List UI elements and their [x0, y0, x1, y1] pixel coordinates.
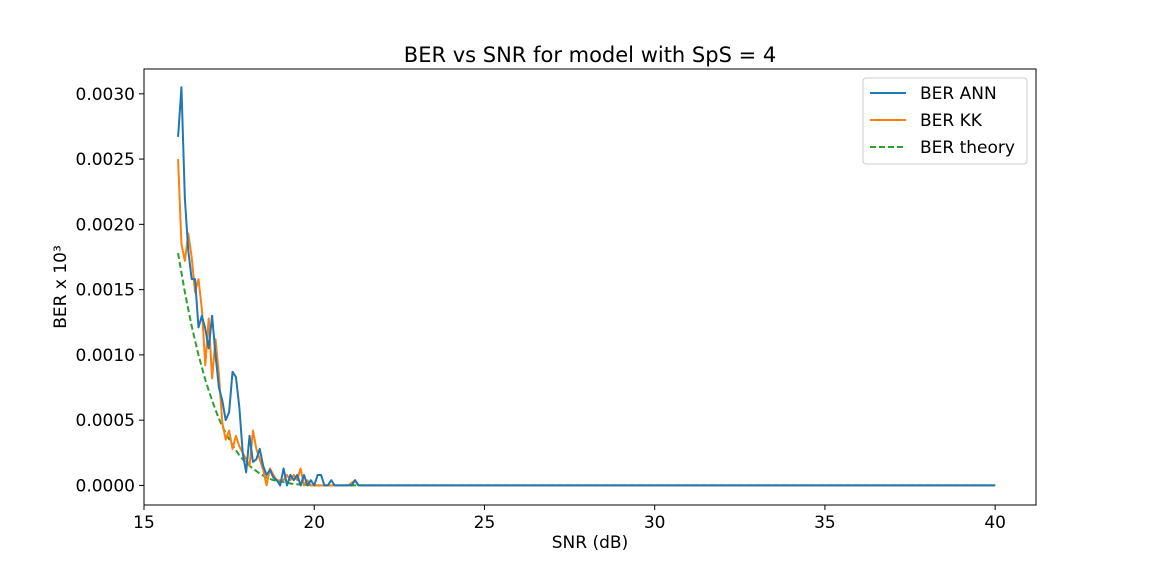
- y-tick-label: 0.0020: [76, 215, 135, 235]
- legend-label-kk: BER KK: [920, 111, 983, 131]
- y-tick-label: 0.0005: [76, 411, 135, 431]
- y-tick-label: 0.0015: [76, 281, 135, 301]
- y-tick-label: 0.0010: [76, 346, 135, 366]
- series-line-ber-ann: [177, 86, 996, 487]
- legend-label-ann: BER ANN: [920, 84, 997, 104]
- y-axis-ticks: 0.0000 0.0005 0.0010 0.0015 0.0020 0.0025 0.00…: [76, 85, 144, 496]
- x-tick-label: 35: [814, 513, 836, 533]
- y-axis-label: BER x 10³: [51, 245, 71, 329]
- series-layer: [177, 86, 996, 487]
- x-tick-label: 25: [474, 513, 496, 533]
- y-tick-label: 0.0000: [76, 476, 135, 496]
- y-tick-label: 0.0030: [76, 85, 135, 105]
- chart-title: BER vs SNR for model with SpS = 4: [404, 43, 776, 67]
- x-axis-label: SNR (dB): [552, 533, 628, 553]
- y-tick-label: 0.0025: [76, 150, 135, 170]
- x-tick-label: 30: [644, 513, 666, 533]
- x-tick-label: 40: [984, 513, 1006, 533]
- legend-box: [862, 77, 1028, 165]
- x-tick-label: 20: [303, 513, 325, 533]
- x-tick-label: 15: [133, 513, 155, 533]
- legend-label-theory: BER theory: [920, 138, 1015, 158]
- legend: BER ANN BER KK BER theory: [862, 77, 1028, 165]
- x-axis-ticks: 15 20 25 30 35 40: [133, 505, 1006, 533]
